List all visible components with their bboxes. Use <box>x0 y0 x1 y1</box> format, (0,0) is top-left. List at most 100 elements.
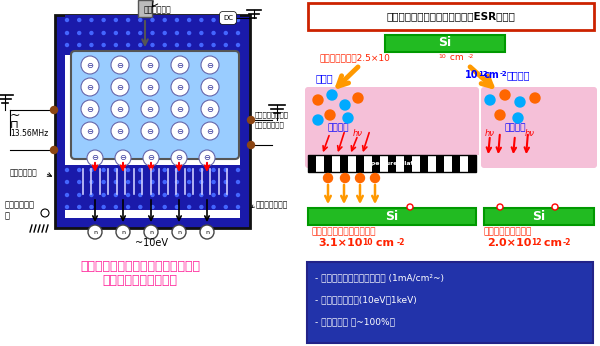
Circle shape <box>139 18 142 21</box>
Circle shape <box>175 169 178 172</box>
Text: - 高中性化率 （~100%）: - 高中性化率 （~100%） <box>315 318 395 327</box>
Circle shape <box>90 193 93 197</box>
Circle shape <box>141 122 159 140</box>
Text: 中性粒子ビームの生成: 中性粒子ビームの生成 <box>103 273 178 286</box>
Circle shape <box>127 31 130 35</box>
FancyBboxPatch shape <box>65 165 240 210</box>
Circle shape <box>151 193 154 197</box>
Circle shape <box>171 100 189 118</box>
Text: リファレンス：2.5×10: リファレンス：2.5×10 <box>320 54 391 63</box>
Circle shape <box>188 181 191 183</box>
Text: cm: cm <box>540 238 562 248</box>
FancyBboxPatch shape <box>388 155 395 172</box>
FancyBboxPatch shape <box>372 155 380 172</box>
Circle shape <box>175 181 178 183</box>
Text: Si: Si <box>439 36 452 49</box>
Circle shape <box>111 56 129 74</box>
Circle shape <box>127 181 130 183</box>
Circle shape <box>151 18 154 21</box>
FancyBboxPatch shape <box>420 155 428 172</box>
Circle shape <box>144 225 158 239</box>
FancyBboxPatch shape <box>404 155 412 172</box>
Circle shape <box>175 193 178 197</box>
FancyBboxPatch shape <box>476 155 484 172</box>
Circle shape <box>201 78 219 96</box>
Circle shape <box>116 225 130 239</box>
Circle shape <box>495 110 505 120</box>
Text: Si: Si <box>532 209 545 222</box>
Text: 誘導結合プラズマ: 誘導結合プラズマ <box>255 112 289 118</box>
FancyBboxPatch shape <box>305 87 479 168</box>
Text: cm: cm <box>484 70 500 80</box>
Circle shape <box>115 44 118 46</box>
FancyBboxPatch shape <box>324 155 332 172</box>
FancyBboxPatch shape <box>308 3 594 30</box>
FancyBboxPatch shape <box>348 155 356 172</box>
Circle shape <box>65 193 68 197</box>
FancyBboxPatch shape <box>307 262 593 343</box>
Circle shape <box>65 206 68 209</box>
Circle shape <box>212 169 215 172</box>
Text: -2: -2 <box>397 238 406 247</box>
Circle shape <box>200 206 203 209</box>
Text: ⊖: ⊖ <box>206 127 214 136</box>
FancyBboxPatch shape <box>481 87 597 168</box>
FancyBboxPatch shape <box>444 155 452 172</box>
Text: 10: 10 <box>438 54 446 59</box>
Text: cm: cm <box>372 238 394 248</box>
Text: DC: DC <box>223 15 233 21</box>
FancyBboxPatch shape <box>396 155 404 172</box>
Text: ⊖: ⊖ <box>206 61 214 70</box>
FancyBboxPatch shape <box>452 155 460 172</box>
Circle shape <box>102 181 105 183</box>
Circle shape <box>212 44 215 46</box>
Circle shape <box>141 100 159 118</box>
Circle shape <box>171 122 189 140</box>
FancyBboxPatch shape <box>65 25 240 218</box>
FancyBboxPatch shape <box>55 15 250 228</box>
Circle shape <box>139 206 142 209</box>
Circle shape <box>81 100 99 118</box>
Circle shape <box>212 193 215 197</box>
Circle shape <box>224 18 227 21</box>
Text: ⊖: ⊖ <box>176 154 182 163</box>
Text: 石英チューブ: 石英チューブ <box>10 169 38 177</box>
Circle shape <box>201 122 219 140</box>
Circle shape <box>102 169 105 172</box>
Text: ⊖: ⊖ <box>146 104 154 113</box>
Circle shape <box>163 44 166 46</box>
Circle shape <box>102 31 105 35</box>
Text: 中性粒子ビーム: 中性粒子ビーム <box>256 200 289 209</box>
Circle shape <box>141 78 159 96</box>
Circle shape <box>500 90 510 100</box>
Text: - エネルギー可変(10eV～1keV): - エネルギー可変(10eV～1keV) <box>315 295 417 304</box>
Circle shape <box>188 31 191 35</box>
Circle shape <box>102 18 105 21</box>
Circle shape <box>236 18 239 21</box>
Circle shape <box>115 181 118 183</box>
Circle shape <box>212 18 215 21</box>
Circle shape <box>175 206 178 209</box>
Circle shape <box>163 31 166 35</box>
Circle shape <box>171 150 187 166</box>
Circle shape <box>151 181 154 183</box>
Circle shape <box>151 31 154 35</box>
Circle shape <box>224 206 227 209</box>
Text: ⊖: ⊖ <box>86 127 94 136</box>
Text: 3.1×10: 3.1×10 <box>318 238 362 248</box>
FancyBboxPatch shape <box>80 168 230 195</box>
Text: ~: ~ <box>10 109 20 121</box>
Circle shape <box>127 169 130 172</box>
Text: ⊖: ⊖ <box>146 82 154 91</box>
FancyBboxPatch shape <box>65 15 240 55</box>
FancyBboxPatch shape <box>356 155 364 172</box>
FancyBboxPatch shape <box>484 208 594 225</box>
Circle shape <box>199 150 215 166</box>
Text: ⊖: ⊖ <box>119 154 127 163</box>
Circle shape <box>200 44 203 46</box>
Circle shape <box>139 31 142 35</box>
Text: 2.0×10: 2.0×10 <box>487 238 532 248</box>
Circle shape <box>201 56 219 74</box>
Text: ⊖: ⊖ <box>176 82 184 91</box>
Circle shape <box>343 113 353 123</box>
